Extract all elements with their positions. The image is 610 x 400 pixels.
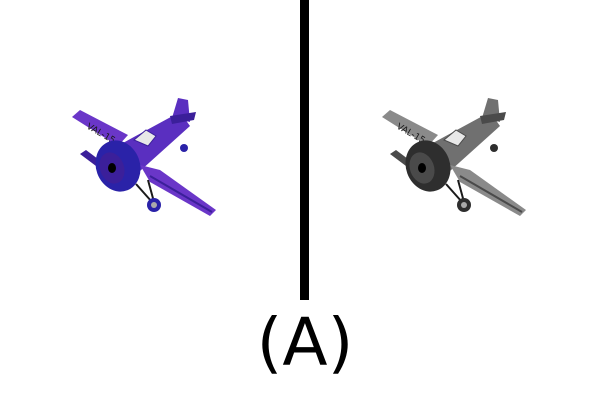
color-airplane-panel: VAL-15 [0,0,300,300]
figure-caption: (A) [256,304,354,381]
upper-wing-left [72,110,128,146]
airplane-icon: VAL-15 [382,98,526,216]
wing-edge [149,175,213,213]
wheel-hub [461,202,467,208]
propeller-hub [108,163,116,173]
tail-wheel [180,144,188,152]
grayscale-airplane-panel: VAL-15 [310,0,610,300]
cockpit [133,129,157,147]
tail-plane [480,112,506,124]
upper-wing-left [382,110,438,146]
wheel-hub [151,202,157,208]
vertical-divider [300,0,309,300]
propeller-hub [418,163,426,173]
wing-edge [459,175,523,213]
tail-wheel [490,144,498,152]
airplane-icon: VAL-15 [72,98,216,216]
tail-plane [170,112,196,124]
cockpit [443,129,467,147]
